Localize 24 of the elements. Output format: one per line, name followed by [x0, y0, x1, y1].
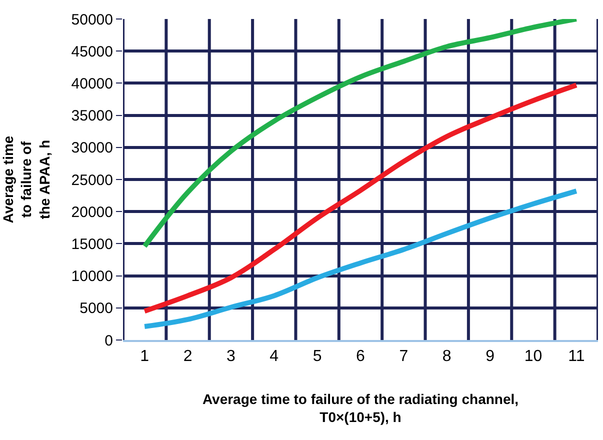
y-tick-label: 30000	[71, 140, 113, 157]
x-tick-label: 3	[226, 348, 236, 366]
y-tick-label: 45000	[71, 43, 113, 60]
y-tick-label: 35000	[71, 108, 113, 125]
x-tick-label: 11	[568, 348, 585, 366]
y-axis-title: Average time to failure of the APAA, h	[0, 136, 52, 224]
x-tick-label: 10	[524, 348, 542, 366]
x-tick-label: 4	[270, 348, 279, 366]
y-tick-label: 15000	[71, 236, 113, 253]
x-tick-label: 2	[183, 348, 192, 366]
x-tick-label: 5	[312, 348, 322, 366]
y-tick-label: 5000	[80, 300, 113, 318]
y-tick-label: 40000	[71, 75, 113, 92]
x-tick-label: 1	[140, 348, 150, 366]
x-tick-label: 8	[442, 348, 452, 366]
y-tick-label: 10000	[71, 268, 113, 286]
y-tick-label: 25000	[71, 172, 113, 189]
y-tick-label: 50000	[71, 11, 113, 28]
x-tick-label: 9	[486, 348, 495, 366]
y-tick-label: 20000	[71, 204, 113, 221]
x-tick-label: 6	[356, 348, 366, 366]
x-axis-title: Average time to failure of the radiating channel, T0×(10+5), h	[202, 391, 519, 426]
x-tick-label: 7	[399, 348, 408, 366]
y-tick-label: 0	[104, 332, 113, 350]
